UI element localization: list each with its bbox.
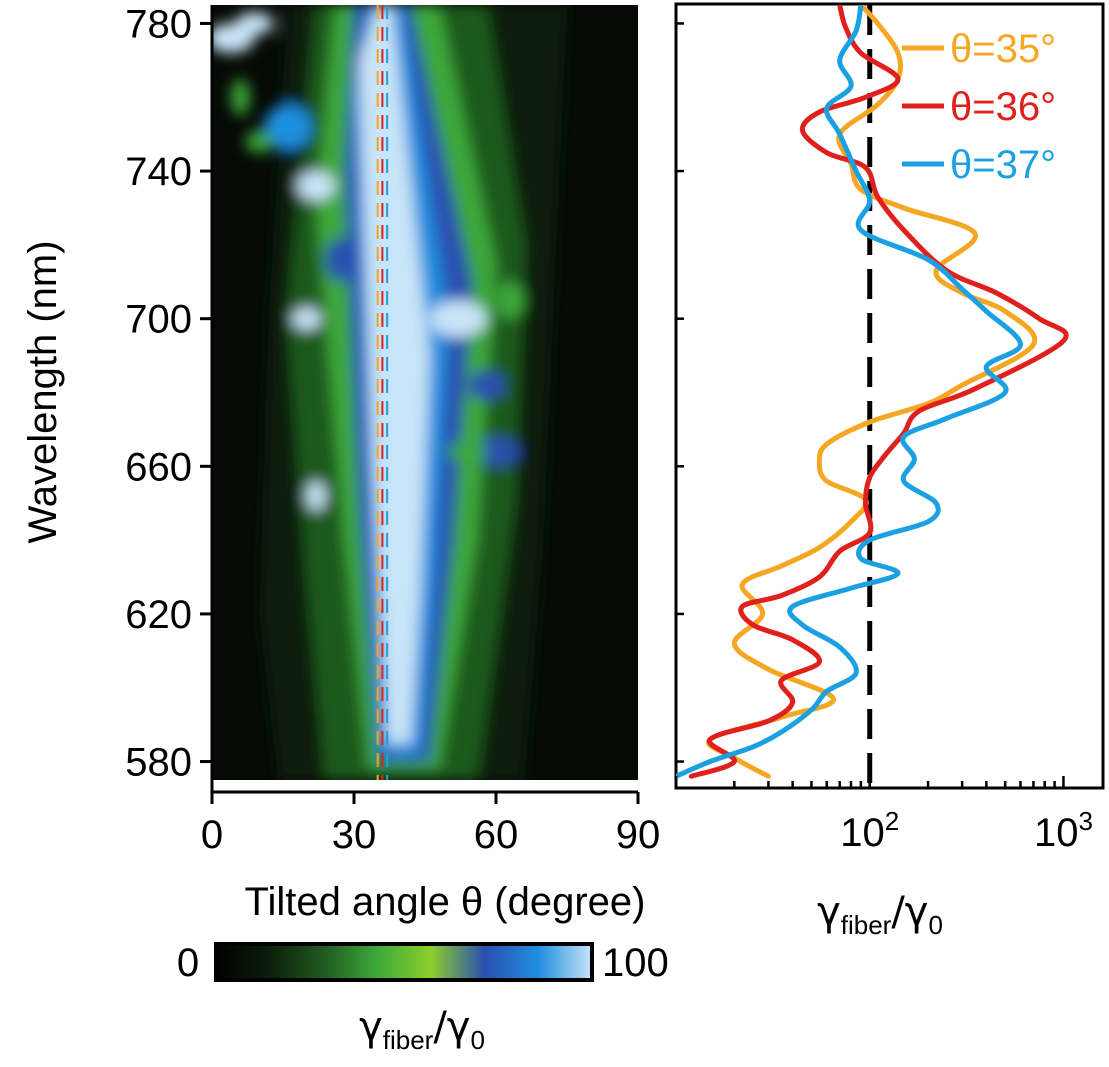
heatmap-ytick-label-700: 700 [125, 298, 192, 342]
heatmap-xtick-label-60: 60 [474, 813, 519, 857]
colorbar-max-label: 100 [602, 941, 669, 985]
heatmap-spot-9 [449, 440, 487, 462]
heatmap-spot-3 [297, 171, 335, 201]
heatmap-spot-13 [231, 79, 250, 116]
heatmap-spot-5 [292, 308, 320, 330]
heatmap-xlabel: Tilted angle θ (degree) [245, 880, 646, 924]
heatmap-ytick-label-580: 580 [125, 741, 192, 785]
heatmap-spot-10 [307, 481, 326, 511]
line-xtick-label-100: 102 [840, 806, 899, 855]
heatmap-spot-12 [245, 130, 273, 152]
heatmap-ytick-label-660: 660 [125, 445, 192, 489]
legend-label-1: θ=36° [950, 85, 1056, 129]
colorbar-label: γfiber/γ0 [359, 1004, 485, 1055]
heatmap-spot-11 [496, 282, 524, 319]
heatmap-ytick-label-740: 740 [125, 150, 192, 194]
heatmap-ytick-label-620: 620 [125, 593, 192, 637]
heatmap-xtick-label-90: 90 [616, 813, 661, 857]
colorbar: 0 100 γfiber/γ0 [177, 941, 669, 1055]
line-panel: 102 103 θ=35° θ=36° θ=37° γfiber/γ0 [676, 4, 1103, 940]
legend-label-0: θ=35° [950, 27, 1056, 71]
heatmap-spot-4 [326, 238, 354, 282]
heatmap-xtick-label-30: 30 [332, 813, 377, 857]
heatmap-spot-6 [430, 300, 487, 337]
colorbar-min-label: 0 [177, 941, 199, 985]
line-xtick-label-1000: 103 [1034, 806, 1093, 855]
heatmap-panel: 580 620 660 700 740 780 0 30 60 90 Wavelength (nm… [21, 2, 660, 924]
heatmap-spot-1 [236, 12, 274, 34]
heatmap-ytick-label-780: 780 [125, 2, 192, 46]
heatmap-xtick-label-0: 0 [201, 813, 223, 857]
colorbar-gradient [216, 944, 592, 980]
legend-label-2: θ=37° [950, 143, 1056, 187]
line-xlabel: γfiber/γ0 [817, 889, 943, 940]
heatmap-spot-7 [468, 370, 506, 400]
heatmap-ylabel: Wavelength (nm) [21, 240, 65, 543]
